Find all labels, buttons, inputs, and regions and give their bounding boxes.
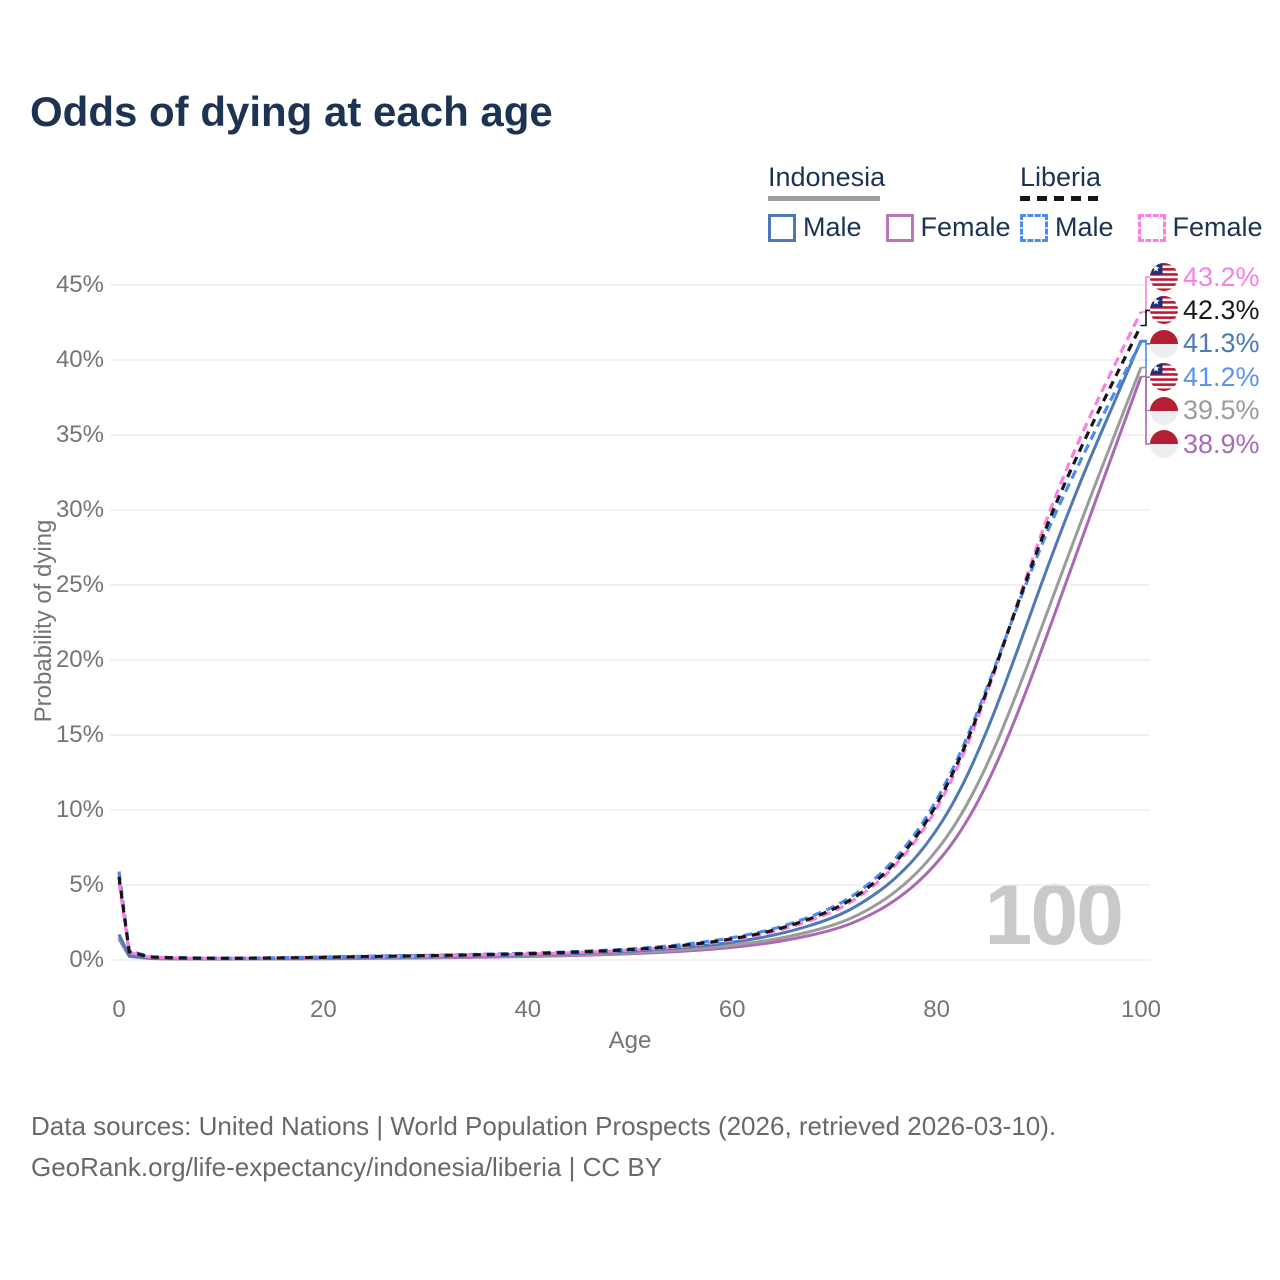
indonesia-flag-icon [1150,330,1178,358]
indonesia-flag-icon [1150,430,1178,458]
end-value: 38.9% [1183,428,1260,459]
end-label-indonesia-male: 41.3% [1150,328,1260,359]
legend-item-liberia-male[interactable]: Male [1020,212,1114,243]
line-indonesia-male [117,339,1143,961]
end-label-liberia-male: 41.2% [1150,362,1260,392]
end-value: 41.2% [1183,361,1260,392]
y-tick-label: 0% [69,946,104,973]
line-indonesia-both-sexes [117,366,1143,961]
footer: Data sources: United Nations | World Pop… [31,1106,1056,1188]
y-tick-label: 45% [55,271,104,298]
x-tick-label: 100 [1120,996,1162,1023]
gridlines [110,284,1150,961]
liberia-flag-icon [1150,263,1178,291]
x-tick-label: 0 [112,996,126,1023]
legend-country-indonesia[interactable]: Indonesia [768,162,886,192]
legend-item-indonesia-female[interactable]: Female [885,212,1011,243]
line-indonesia-female [117,375,1143,961]
line-liberia-female [117,311,1143,961]
legend-label-female: Female [920,212,1011,242]
legend-country-liberia[interactable]: Liberia [1020,162,1102,192]
x-tick-label: 40 [514,996,542,1023]
y-tick-label: 5% [69,871,104,898]
legend-group-indonesia: Indonesia Male Female [768,162,1011,243]
liberia-flag-icon [1150,296,1178,324]
indonesia-male-swatch [768,213,796,242]
x-tick-label: 60 [718,996,746,1023]
data-sources-text: Data sources: United Nations | World Pop… [31,1111,1057,1141]
connector-liberia-female [1141,276,1151,313]
y-tick-label: 15% [55,721,104,748]
y-tick-label: 40% [55,346,104,373]
series-curves [117,311,1143,961]
legend-label-male: Male [803,212,862,242]
legend-label-female: Female [1172,212,1263,242]
label-connectors [1141,276,1151,445]
liberia-male-swatch [1020,213,1048,242]
y-tick-label: 10% [55,796,104,823]
connector-indonesia-female [1141,375,1151,445]
y-tick-label: 35% [55,421,104,448]
x-axis-title: Age [608,1027,652,1054]
end-label-liberia-both-sexes: 42.3% [1150,295,1260,325]
connector-liberia-both-sexes [1141,309,1151,327]
y-tick-label: 30% [55,496,104,523]
end-value: 43.2% [1183,261,1260,292]
liberia-average-line-swatch [1020,196,1098,201]
legend-group-liberia: Liberia Male Female [1020,162,1263,243]
end-value: 41.3% [1183,328,1260,359]
connector-liberia-male [1141,341,1151,378]
x-tick-label: 80 [923,996,950,1023]
end-value: 42.3% [1183,294,1260,325]
y-tick-label: 25% [55,571,104,598]
indonesia-female-swatch [885,213,914,242]
age-watermark: 100 [984,867,1125,963]
attribution-text: GeoRank.org/life-expectancy/indonesia/li… [31,1152,663,1182]
line-liberia-both-sexes [117,324,1143,960]
legend-label-male: Male [1055,212,1114,242]
end-value: 39.5% [1183,395,1260,426]
end-label-indonesia-female: 38.9% [1150,429,1260,459]
legend-item-liberia-female[interactable]: Female [1137,212,1263,243]
liberia-flag-icon [1150,363,1178,391]
page-title: Odds of dying at each age [30,88,553,135]
y-tick-label: 20% [55,646,104,673]
indonesia-flag-icon [1150,397,1178,425]
end-label-liberia-female: 43.2% [1150,262,1260,292]
x-tick-label: 20 [310,996,337,1023]
liberia-female-swatch [1137,213,1166,242]
end-label-indonesia-both-sexes: 39.5% [1150,395,1260,426]
legend-item-indonesia-male[interactable]: Male [768,212,862,243]
indonesia-average-line-swatch [768,196,880,201]
